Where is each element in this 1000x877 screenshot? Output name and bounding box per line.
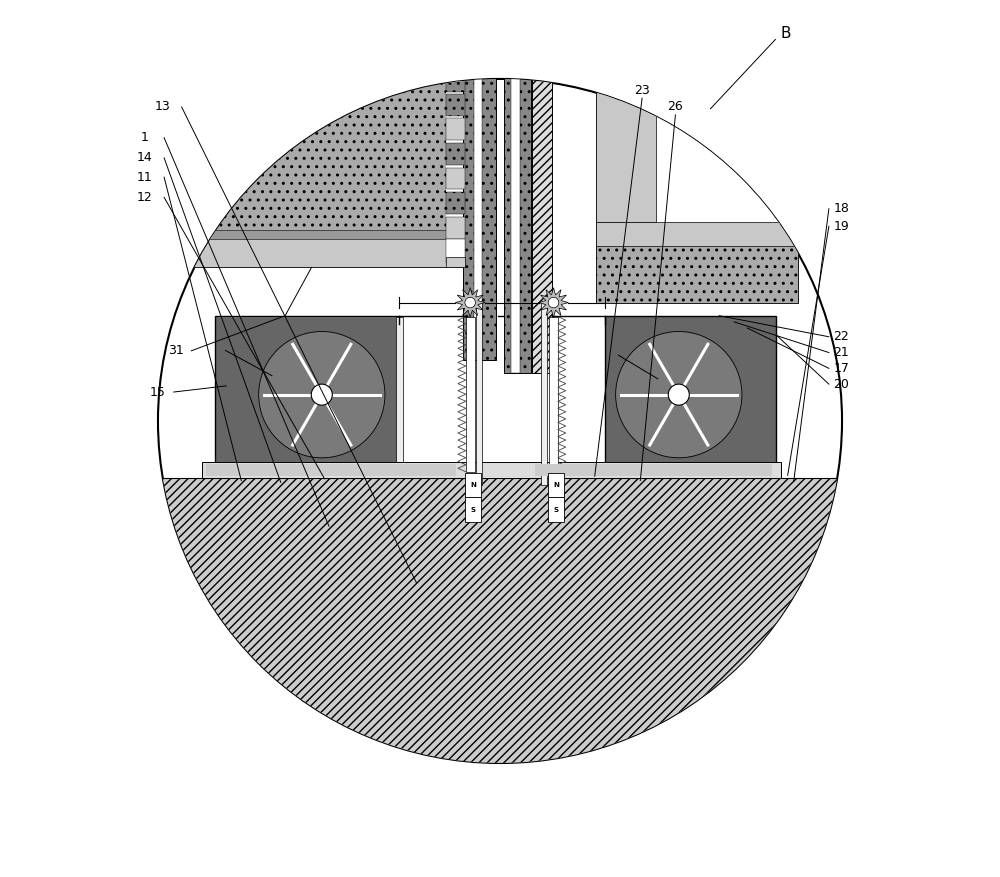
Bar [446,70,463,267]
Bar [548,473,564,497]
Bar [463,70,496,360]
Bar [446,168,465,189]
Text: 21: 21 [833,346,849,359]
Bar [176,234,482,267]
Text: 26: 26 [668,101,683,113]
Bar [446,118,465,140]
Bar [446,70,465,92]
Bar [446,143,465,165]
Bar [474,70,482,360]
Text: 18: 18 [833,203,849,215]
Bar [446,239,465,263]
Bar [217,317,397,472]
Circle shape [259,332,385,458]
Text: 1: 1 [141,132,149,144]
Bar [656,81,796,224]
Bar [206,464,456,476]
Bar [549,317,558,472]
Bar [596,79,798,303]
Bar [202,462,781,478]
Circle shape [465,297,475,308]
Bar [596,81,656,222]
Text: 20: 20 [833,378,849,390]
Bar [596,246,798,303]
Bar [176,230,447,239]
Circle shape [548,297,559,308]
Text: 11: 11 [137,171,153,183]
Circle shape [616,332,742,458]
Bar [215,316,399,474]
Bar [396,317,403,472]
Bar [511,70,520,373]
Bar [446,192,465,214]
Text: 19: 19 [833,220,849,232]
Bar [466,317,475,472]
Bar [532,70,552,373]
Text: B: B [781,25,791,41]
Text: N: N [553,482,559,488]
Bar [446,94,465,116]
Bar [176,75,447,237]
Bar [465,473,481,497]
Text: N: N [470,482,476,488]
Bar [605,316,776,474]
Bar [465,497,481,522]
Bar [548,497,564,522]
Text: 17: 17 [833,362,849,374]
Bar [504,70,531,373]
Circle shape [158,79,842,763]
Circle shape [311,384,332,405]
Text: S: S [470,507,475,512]
Text: 14: 14 [137,152,153,164]
Bar [158,478,846,763]
Polygon shape [539,288,568,317]
Bar [596,222,798,248]
Polygon shape [455,288,485,317]
Text: 31: 31 [168,345,183,357]
Text: 15: 15 [150,386,166,398]
Bar [541,303,547,485]
Bar [446,257,465,267]
Bar [446,217,465,239]
Text: 22: 22 [833,331,849,343]
Text: S: S [554,507,559,512]
Bar [476,303,482,485]
Circle shape [668,384,689,405]
Bar [535,464,772,476]
Text: 13: 13 [154,101,170,113]
Text: 23: 23 [634,84,650,96]
Text: 12: 12 [137,191,153,203]
